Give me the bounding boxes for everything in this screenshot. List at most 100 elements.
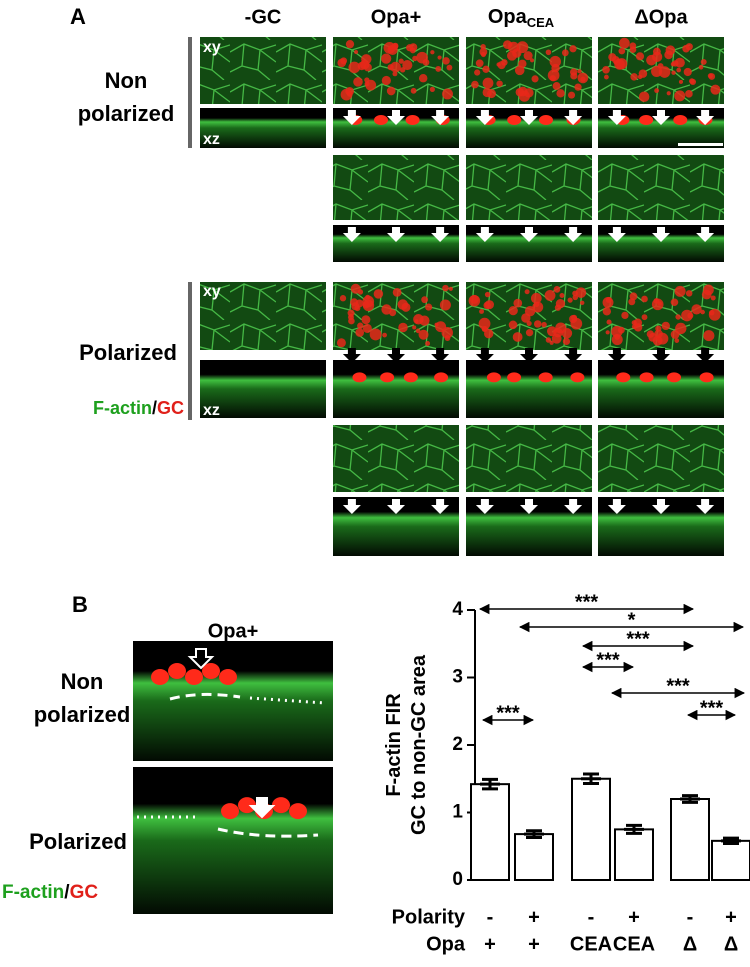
row-label: Polarized [79, 340, 177, 365]
gc-signal [448, 286, 453, 291]
arrow-indicator [475, 348, 494, 363]
view-label: xz [203, 402, 220, 419]
column-header-main: Opa [488, 6, 528, 28]
gc-signal [673, 115, 688, 125]
gc-signal [355, 328, 364, 337]
arrow-indicator [248, 797, 276, 819]
gc-signal [348, 61, 361, 74]
gc-signal [559, 293, 565, 298]
micrograph [598, 155, 724, 220]
micrograph [333, 225, 459, 262]
arrow-indicator [652, 110, 670, 125]
gc-signal [392, 287, 402, 297]
row-cell: Δ [724, 933, 738, 955]
gc-signal [572, 294, 579, 301]
y-tick-label: 1 [452, 802, 463, 823]
gc-signal [425, 341, 431, 346]
view-label: xy [203, 39, 221, 56]
gc-signal [289, 803, 307, 820]
gc-signal [508, 42, 513, 47]
error-bar [721, 836, 741, 846]
gc-signal [446, 64, 453, 71]
gc-signal [637, 74, 643, 80]
gc-signal [545, 49, 552, 56]
gc-signal [616, 372, 631, 383]
micrograph-bg [333, 425, 459, 492]
arrow-indicator [652, 227, 670, 242]
micrograph [598, 497, 724, 556]
gc-signal [398, 322, 408, 333]
micrograph-bg [200, 37, 326, 104]
gc-signal [421, 296, 429, 304]
gc-signal [475, 59, 484, 68]
y-tick-label: 4 [452, 599, 463, 620]
gc-signal [547, 69, 560, 82]
gc-signal [425, 303, 433, 311]
outline-dashed [169, 692, 241, 701]
gc-signal [416, 51, 428, 64]
gc-signal [434, 322, 439, 327]
arrow-indicator [431, 227, 450, 242]
gc-signal [362, 323, 372, 333]
gc-signal [151, 669, 169, 685]
bar [514, 833, 554, 881]
micrograph [466, 108, 592, 148]
gc-signal [575, 287, 587, 298]
gc-signal [471, 80, 479, 89]
outline-dashed [217, 827, 319, 838]
gc-signal [621, 311, 629, 320]
gc-signal [345, 40, 355, 49]
micrograph-bg [133, 641, 333, 761]
gc-signal [390, 61, 401, 73]
gc-signal [412, 325, 417, 330]
gc-signal [374, 115, 389, 125]
arrow-indicator [431, 110, 450, 125]
significance-label: *** [700, 697, 724, 719]
gc-signal [413, 314, 424, 325]
gc-signal [439, 299, 451, 311]
micrograph [333, 37, 459, 104]
stain-sep: / [64, 882, 70, 903]
gc-signal [685, 43, 693, 51]
significance-label: * [628, 609, 636, 631]
micrograph [333, 282, 459, 350]
view-label: xz [203, 131, 220, 148]
gc-signal [355, 299, 364, 308]
gc-signal [387, 64, 394, 71]
row-header: Opa [426, 933, 466, 955]
column-header-subscript: CEA [527, 15, 555, 30]
gc-signal [580, 76, 586, 82]
gc-signal [365, 79, 377, 91]
gc-signal [525, 329, 534, 337]
gc-signal [480, 44, 486, 50]
micrograph [466, 348, 592, 418]
micrograph [200, 282, 326, 350]
panel-label: B [72, 592, 88, 617]
gc-signal [348, 317, 355, 325]
gc-signal [336, 338, 346, 348]
significance-label: *** [596, 649, 620, 671]
gc-signal [615, 58, 621, 64]
gc-signal [685, 90, 693, 98]
gc-signal [602, 65, 610, 74]
gc-signal [524, 289, 530, 295]
arrow-indicator [187, 648, 215, 670]
gc-signal [538, 372, 553, 383]
gc-signal [478, 317, 491, 330]
arrow-indicator [342, 110, 361, 125]
arrow-indicator [607, 348, 626, 363]
y-axis-label: F-actin FIR GC to non-GC area [383, 654, 430, 835]
scale-bar [678, 143, 723, 146]
gc-signal [549, 55, 561, 68]
row-label: polarized [34, 702, 131, 727]
column-header: OpaCEA [488, 6, 555, 30]
gc-signal [531, 75, 539, 83]
gc-signal [418, 73, 428, 83]
gc-signal [689, 78, 695, 84]
gc-signal [515, 87, 525, 97]
gc-signal [442, 57, 450, 65]
micrograph [333, 155, 459, 220]
micrograph-bg [598, 360, 724, 418]
gc-signal [664, 50, 673, 60]
